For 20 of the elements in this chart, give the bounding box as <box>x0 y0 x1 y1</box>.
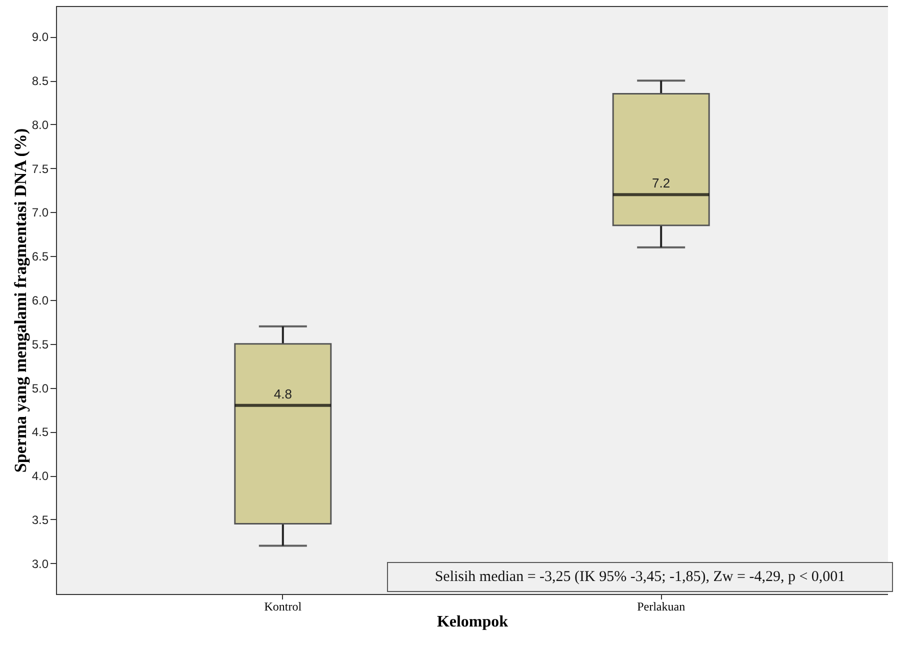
y-tick-label: 6.5 <box>32 250 49 264</box>
y-tick-label: 9.0 <box>32 30 49 44</box>
note-box: Selisih median = -3,25 (IK 95% -3,45; -1,85), Zw = -4,29, p < 0,001 <box>387 562 893 592</box>
y-tick-label: 3.5 <box>32 512 49 527</box>
y-tick-label: 5.0 <box>32 381 49 396</box>
y-tick-label: 3.0 <box>32 556 49 571</box>
annotation: 4.8 <box>274 386 292 402</box>
y-tick-label: 4.5 <box>32 425 49 440</box>
y-axis-title: Sperma yang mengalami fragmentasi DNA (%) <box>10 128 30 473</box>
x-tick-label: Perlakuan <box>637 600 686 614</box>
x-tick-label: Kontrol <box>264 600 302 614</box>
y-tick-label: 7.0 <box>32 206 49 220</box>
x-axis-title: Kelompok <box>436 614 508 630</box>
y-tick-label: 5.5 <box>32 337 49 352</box>
y-tick-label: 6.0 <box>32 294 49 308</box>
y-tick-label: 8.5 <box>32 74 49 88</box>
y-tick-label: 7.5 <box>32 162 49 176</box>
y-tick-label: 4.0 <box>32 469 49 484</box>
annotation: 7.2 <box>652 176 670 191</box>
y-tick-label: 8.0 <box>32 118 49 132</box>
